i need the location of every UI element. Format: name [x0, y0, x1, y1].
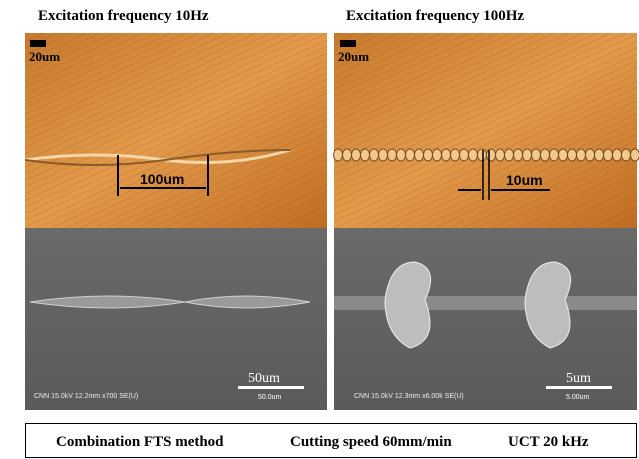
bead	[541, 149, 550, 161]
bead	[442, 149, 451, 161]
page: Excitation frequency 10Hz Excitation fre…	[0, 0, 639, 459]
bead	[604, 149, 613, 161]
bead	[496, 149, 505, 161]
bead	[505, 149, 514, 161]
bead	[559, 149, 568, 161]
panel-title: Excitation frequency 100Hz	[346, 8, 524, 24]
scale-bar	[30, 40, 46, 47]
sem-scale-label: 50um	[248, 371, 280, 386]
bead	[532, 149, 541, 161]
sem-scale-label: 5um	[566, 371, 591, 386]
sem-image	[334, 228, 637, 410]
footer-item: UCT 20 kHz	[508, 434, 589, 450]
bead	[514, 149, 523, 161]
bead	[460, 149, 469, 161]
bead	[424, 149, 433, 161]
bead	[550, 149, 559, 161]
bead	[361, 149, 370, 161]
panel-title: Excitation frequency 10Hz	[38, 8, 209, 24]
bead	[622, 149, 631, 161]
figure: Excitation frequency 10Hz Excitation fre…	[0, 0, 639, 459]
sem-info: CNN 15.0kV 12.2mm x700 SE(U)	[34, 393, 138, 400]
bead	[352, 149, 361, 161]
bead	[370, 149, 379, 161]
bead	[568, 149, 577, 161]
bead	[388, 149, 397, 161]
bead	[586, 149, 595, 161]
scale-bar	[340, 40, 356, 47]
sem-image	[25, 228, 327, 410]
bead	[343, 149, 352, 161]
bead	[415, 149, 424, 161]
bead	[577, 149, 586, 161]
bead	[469, 149, 478, 161]
measure-label: 10um	[506, 172, 543, 188]
bead	[613, 149, 622, 161]
bead	[406, 149, 415, 161]
bead	[379, 149, 388, 161]
bead	[631, 149, 639, 161]
scale-label: 20um	[338, 49, 369, 64]
bead	[478, 149, 487, 161]
bead	[523, 149, 532, 161]
sem-info: CNN 15.0kV 12.3mm x6.00k SE(U)	[354, 393, 464, 400]
bead	[334, 149, 343, 161]
footer-item: Combination FTS method	[56, 434, 224, 450]
bead	[487, 149, 496, 161]
sem-scale-small: 5.00um	[566, 394, 590, 401]
texture	[334, 33, 637, 228]
bead	[595, 149, 604, 161]
scale-bar	[238, 386, 304, 389]
groove	[334, 296, 637, 310]
sem-scale-small: 50.0um	[258, 394, 282, 401]
bead	[433, 149, 442, 161]
footer-item: Cutting speed 60mm/min	[290, 434, 452, 450]
scale-bar	[546, 386, 612, 389]
scale-label: 20um	[29, 49, 60, 64]
bead	[397, 149, 406, 161]
bead	[451, 149, 460, 161]
texture	[25, 33, 327, 228]
measure-label: 100um	[140, 171, 184, 187]
